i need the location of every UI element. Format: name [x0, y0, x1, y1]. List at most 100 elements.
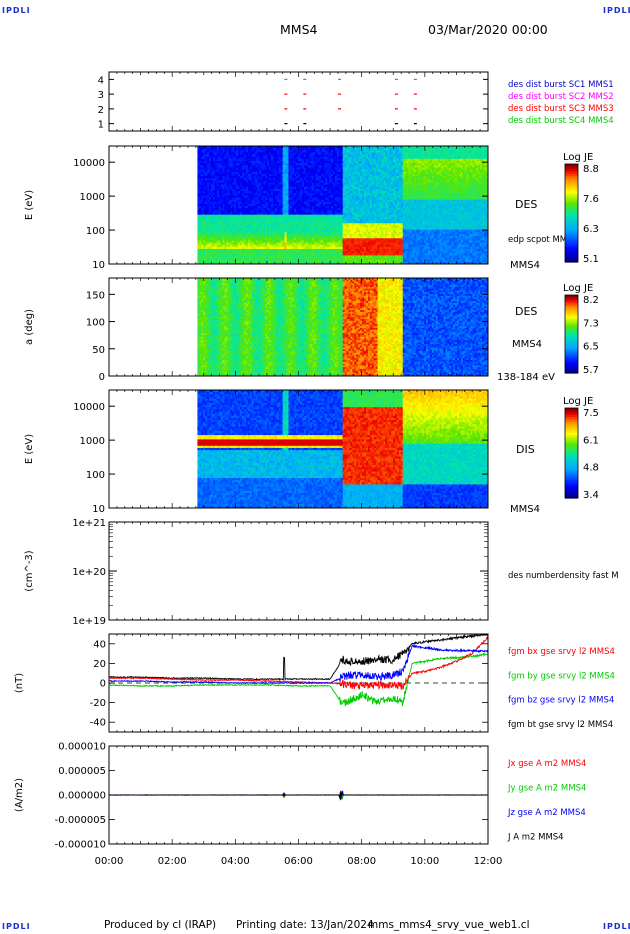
des-energy-cell	[210, 186, 214, 190]
des-energy-cell	[222, 212, 226, 216]
des-energy-cell	[218, 206, 222, 209]
des-energy-cell	[197, 176, 200, 179]
des-energy-cell	[203, 148, 206, 151]
des-energy-cell	[205, 218, 208, 222]
des-energy-cell	[224, 158, 227, 162]
burst-legend-entry: des dist burst SC3 MMS3	[508, 104, 614, 114]
des-energy-cell	[207, 214, 210, 218]
des-energy-cell	[212, 218, 216, 222]
des-energy-cell	[214, 167, 218, 171]
des-energy-cell	[216, 182, 220, 186]
des-energy-cell	[210, 180, 214, 183]
des-energy-cell	[203, 156, 206, 160]
footer-file: mms_mms4_srvy_vue_web1.cl	[368, 919, 530, 931]
des-energy-cell	[205, 169, 208, 173]
des-energy-cell	[197, 208, 200, 211]
des-energy-cell	[205, 173, 208, 177]
date-title: 03/Mar/2020 00:00	[428, 22, 548, 37]
des-energy-cell	[199, 191, 202, 194]
des-energy-cell	[207, 180, 210, 183]
des-energy-cell	[222, 201, 226, 205]
des-energy-cell	[197, 253, 200, 256]
des-energy-cell	[201, 199, 204, 203]
des-energy-cell	[216, 210, 220, 214]
des-energy-cell	[203, 197, 206, 201]
des-energy-cell	[222, 154, 226, 158]
des-energy-cell	[209, 246, 212, 250]
des-energy-cell	[214, 216, 218, 220]
des-energy-cell	[214, 150, 218, 153]
des-energy-cell	[210, 242, 214, 246]
des-energy-cell	[222, 229, 226, 233]
des-energy-cell	[220, 156, 224, 160]
des-energy-cell	[224, 154, 227, 158]
des-energy-cell	[201, 188, 204, 192]
des-energy-cell	[197, 229, 200, 233]
des-energy-cell	[216, 152, 220, 156]
des-energy-cell	[212, 178, 216, 181]
des-energy-cell	[209, 238, 212, 241]
des-energy-cell	[201, 158, 204, 162]
des-energy-cell	[199, 152, 202, 156]
des-energy-cell	[209, 255, 212, 259]
des-energy-cell	[201, 216, 204, 220]
des-energy-cell	[220, 218, 224, 222]
des-energy-cell	[214, 210, 218, 214]
des-energy-cell	[199, 203, 202, 207]
des-energy-cell	[209, 193, 212, 196]
des-energy-cell	[197, 206, 200, 209]
des-energy-cell	[220, 236, 224, 239]
des-energy-cell	[201, 146, 204, 149]
des-energy-cell	[212, 193, 216, 196]
des-energy-cell	[210, 201, 214, 205]
des-energy-cell	[220, 244, 224, 248]
des-energy-cell	[207, 251, 210, 254]
des-energy-cell	[199, 225, 202, 229]
des-energy-cell	[216, 161, 220, 164]
des-energy-cell	[197, 148, 200, 151]
des-energy-cell	[209, 186, 212, 190]
des-energy-cell	[207, 152, 210, 156]
des-energy-cell	[207, 154, 210, 158]
des-energy-cell	[216, 236, 220, 239]
des-energy-cell	[199, 188, 202, 192]
des-energy-cell	[212, 161, 216, 164]
des-energy-cell	[218, 169, 222, 173]
des-energy-cell	[216, 184, 220, 188]
des-energy-cell	[207, 197, 210, 201]
des-energy-cell	[197, 261, 200, 265]
des-energy-cell	[203, 180, 206, 183]
des-energy-cell	[201, 229, 204, 233]
des-energy-cell	[197, 223, 200, 226]
des-energy-cell	[220, 169, 224, 173]
des-energy-cell	[205, 186, 208, 190]
des-energy-cell	[214, 214, 218, 218]
burst-legend-entry: des dist burst SC1 MMS1	[508, 80, 614, 90]
des-energy-cell	[199, 195, 202, 198]
des-energy-cell	[209, 154, 212, 158]
des-energy-cell	[220, 242, 224, 246]
des-energy-cell	[210, 214, 214, 218]
des-energy-cell	[214, 203, 218, 207]
des-energy-cell	[209, 148, 212, 151]
des-energy-cell	[199, 176, 202, 179]
des-energy-cell	[207, 246, 210, 250]
des-energy-cell	[214, 233, 218, 237]
des-energy-cell	[220, 158, 224, 162]
des-energy-cell	[209, 236, 212, 239]
des-energy-cell	[205, 158, 208, 162]
des-energy-cell	[222, 240, 226, 244]
des-energy-cell	[212, 154, 216, 158]
des-energy-cell	[207, 148, 210, 151]
des-energy-cell	[216, 253, 220, 256]
des-energy-cell	[201, 180, 204, 183]
des-energy-cell	[218, 216, 222, 220]
des-energy-cell	[222, 167, 226, 171]
des-energy-cell	[216, 227, 220, 231]
des-energy-cell	[222, 188, 226, 192]
des-energy-cell	[205, 248, 208, 252]
des-energy-cell	[222, 225, 226, 229]
des-energy-cell	[218, 218, 222, 222]
des-energy-cell	[197, 165, 200, 168]
des-energy-cell	[218, 178, 222, 181]
